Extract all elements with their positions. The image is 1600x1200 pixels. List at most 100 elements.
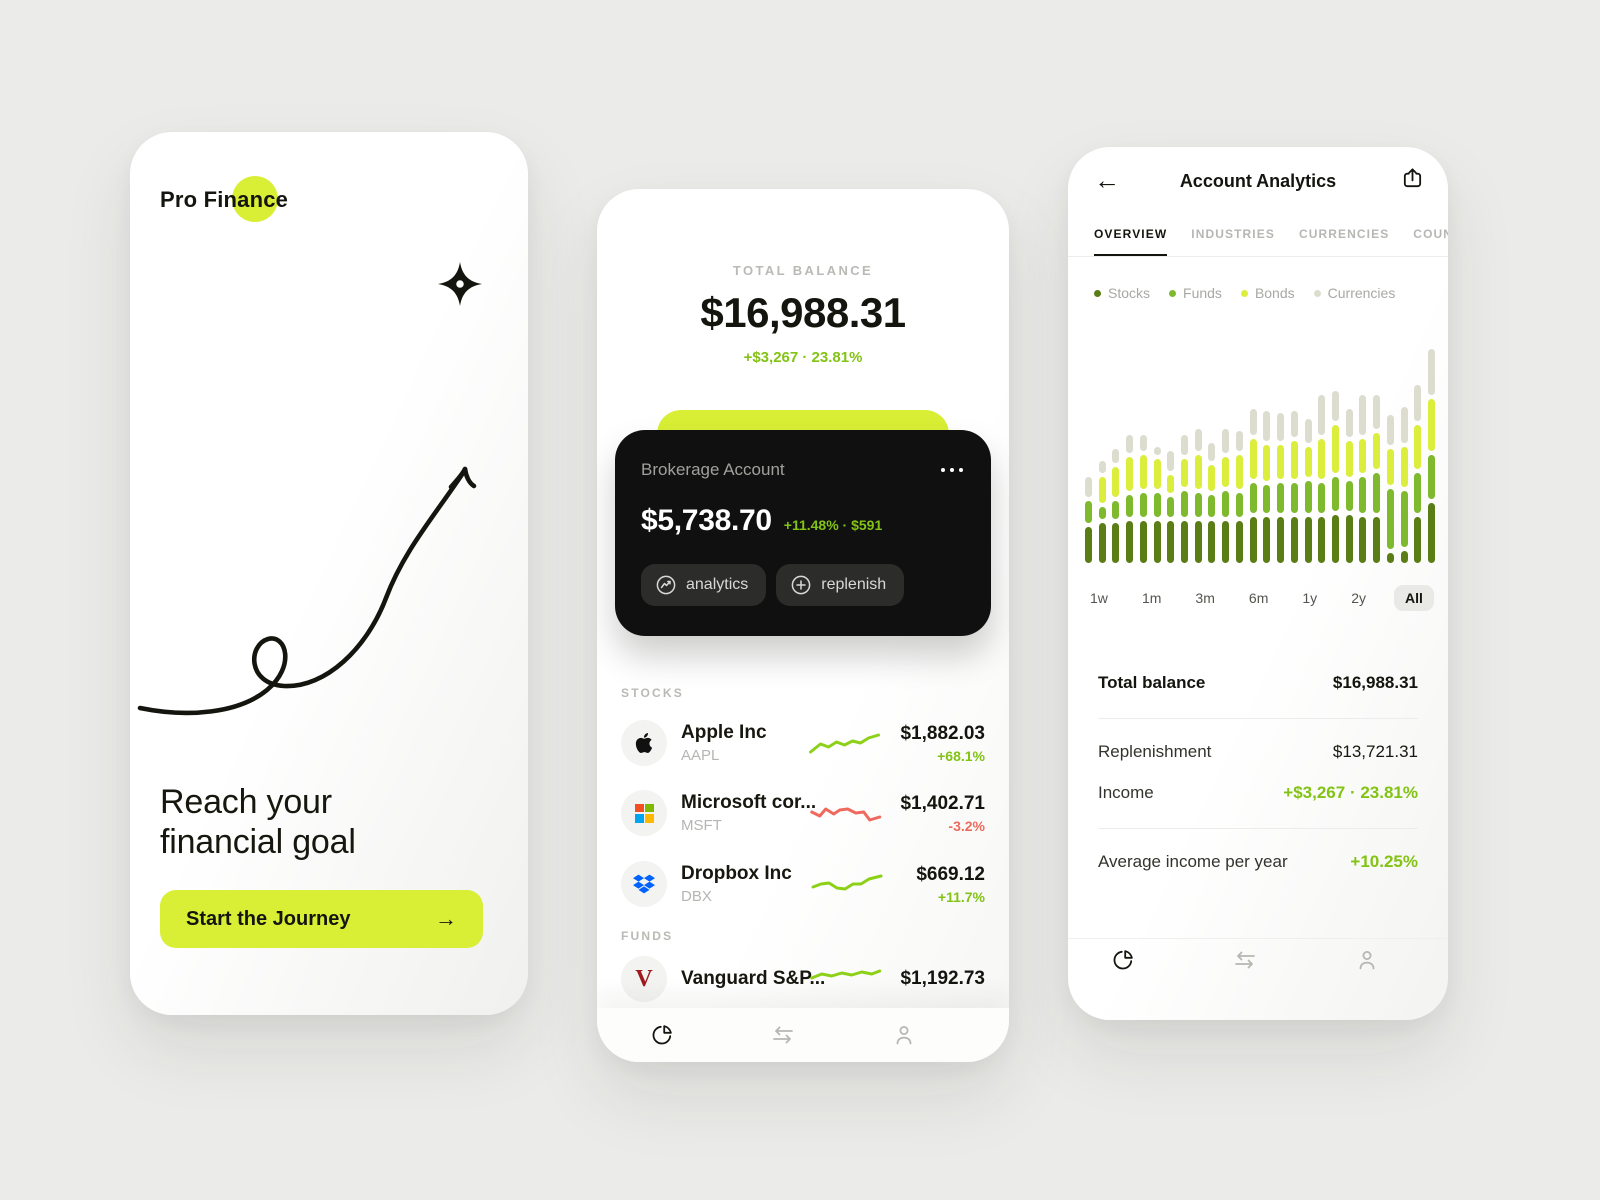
card-balance: $5,738.70 — [641, 504, 772, 537]
bar-segment-bonds — [1386, 449, 1394, 485]
chart-bar — [1304, 419, 1312, 563]
chart-bar — [1277, 413, 1285, 563]
range-1w[interactable]: 1w — [1090, 590, 1108, 606]
bottom-nav — [597, 1008, 1009, 1062]
chart-bar — [1359, 395, 1367, 563]
card-change: +11.48% · $591 — [783, 517, 883, 533]
bar-segment-bonds — [1235, 455, 1243, 489]
chart-bar — [1098, 461, 1106, 563]
brand-name: Pro Finance — [160, 187, 289, 212]
legend-currencies: Currencies — [1313, 285, 1395, 301]
sparkline-up — [809, 733, 881, 754]
profile-icon[interactable] — [892, 1023, 916, 1047]
bar-segment-funds — [1085, 501, 1092, 523]
bar-segment-stocks — [1235, 521, 1243, 563]
chart-bar — [1290, 411, 1298, 563]
back-arrow-icon[interactable]: ← — [1094, 165, 1120, 195]
page-title: Account Analytics — [1179, 171, 1337, 191]
legend-bonds: Bonds — [1240, 285, 1295, 301]
chart-bar — [1208, 443, 1216, 563]
bar-segment-bonds — [1331, 425, 1339, 473]
bar-segment-funds — [1386, 489, 1394, 549]
tab-overview[interactable]: OVERVIEW — [1094, 227, 1168, 256]
bar-segment-stocks — [1181, 521, 1189, 563]
stock-change: +68.1% — [937, 747, 985, 764]
range-1y[interactable]: 1y — [1302, 590, 1318, 606]
start-journey-button[interactable]: Start the Journey → — [160, 890, 483, 948]
bar-segment-bonds — [1208, 465, 1216, 491]
bar-segment-funds — [1167, 497, 1175, 517]
stock-price: $1,882.03 — [900, 722, 985, 744]
sparkline-up — [810, 969, 882, 980]
range-all[interactable]: All — [1394, 585, 1434, 611]
bar-segment-funds — [1181, 491, 1189, 517]
list-item-dropbox[interactable]: Dropbox Inc DBX $669.12 +11.7% — [621, 856, 985, 912]
legend-dot — [1240, 289, 1248, 297]
brokerage-account-card[interactable]: Brokerage Account $5,738.70 +11.48% · $5… — [615, 430, 991, 636]
sparkline-up — [811, 874, 883, 891]
profile-icon[interactable] — [1355, 948, 1379, 972]
bar-segment-bonds — [1139, 455, 1147, 489]
replenish-button[interactable]: replenish — [776, 564, 905, 606]
range-3m[interactable]: 3m — [1195, 590, 1215, 606]
list-item-vanguard[interactable]: V Vanguard S&P... $1,192.73 — [621, 951, 985, 1007]
total-balance-value: $16,988.31 — [700, 289, 906, 336]
bar-segment-currencies — [1318, 395, 1326, 435]
bar-segment-stocks — [1427, 503, 1435, 563]
more-options-icon[interactable] — [939, 464, 965, 476]
chart-bar — [1085, 477, 1092, 563]
bar-segment-funds — [1153, 493, 1161, 517]
fund-price: $1,192.73 — [900, 968, 985, 989]
sparkle-icon — [438, 262, 482, 306]
divider — [1068, 256, 1448, 257]
list-item-microsoft[interactable]: Microsoft cor... MSFT $1,402.71 -3.2% — [621, 785, 985, 841]
list-item-apple[interactable]: Apple Inc AAPL $1,882.03 +68.1% — [621, 715, 985, 771]
chart-bar — [1373, 395, 1381, 563]
bar-segment-stocks — [1098, 523, 1106, 563]
pie-chart-icon[interactable] — [1111, 948, 1135, 972]
trend-circle-icon — [656, 575, 676, 595]
tab-industries[interactable]: INDUSTRIES — [1191, 227, 1275, 241]
legend-dot — [1169, 289, 1177, 297]
pie-chart-icon[interactable] — [650, 1023, 674, 1047]
transfer-arrows-icon[interactable] — [771, 1023, 795, 1047]
bar-segment-funds — [1373, 473, 1381, 513]
chart-bar — [1331, 391, 1339, 563]
transfer-arrows-icon[interactable] — [1233, 948, 1257, 972]
analytics-button[interactable]: analytics — [641, 564, 767, 606]
bar-segment-funds — [1277, 483, 1285, 513]
stock-name: Dropbox Inc — [681, 863, 792, 884]
chart-bar — [1153, 447, 1161, 563]
chart-bar — [1222, 429, 1230, 563]
stock-change: +11.7% — [937, 888, 985, 905]
cta-label: Start the Journey — [186, 907, 351, 930]
bar-segment-currencies — [1085, 477, 1092, 497]
bar-segment-currencies — [1345, 409, 1353, 437]
apple-logo-icon — [621, 720, 667, 766]
chart-bar — [1139, 435, 1147, 563]
bar-segment-stocks — [1400, 551, 1408, 563]
bar-segment-bonds — [1414, 425, 1422, 469]
bar-segment-currencies — [1098, 461, 1106, 473]
tab-countries[interactable]: COUNTRIES — [1413, 227, 1448, 241]
bar-segment-stocks — [1359, 517, 1367, 563]
range-1m[interactable]: 1m — [1141, 590, 1162, 606]
range-2y[interactable]: 2y — [1351, 590, 1367, 606]
vanguard-logo-icon: V — [621, 956, 667, 1002]
bar-segment-funds — [1290, 483, 1298, 513]
stock-price: $1,402.71 — [900, 792, 985, 814]
chart-bar — [1414, 385, 1422, 563]
tab-currencies[interactable]: CURRENCIES — [1298, 227, 1390, 241]
bar-segment-bonds — [1359, 439, 1367, 473]
bar-segment-stocks — [1331, 515, 1339, 563]
analytics-button-label: analytics — [686, 576, 749, 593]
range-6m[interactable]: 6m — [1248, 590, 1269, 606]
bar-segment-stocks — [1249, 517, 1257, 563]
bar-segment-currencies — [1277, 413, 1285, 441]
bar-segment-bonds — [1345, 441, 1353, 477]
share-icon[interactable] — [1401, 167, 1424, 190]
screen-onboarding: Pro Finance Reach your financial goal St… — [130, 132, 528, 1015]
total-balance-change: +$3,267 · 23.81% — [743, 349, 863, 366]
bar-segment-currencies — [1208, 443, 1216, 461]
chart-bar — [1181, 435, 1189, 563]
